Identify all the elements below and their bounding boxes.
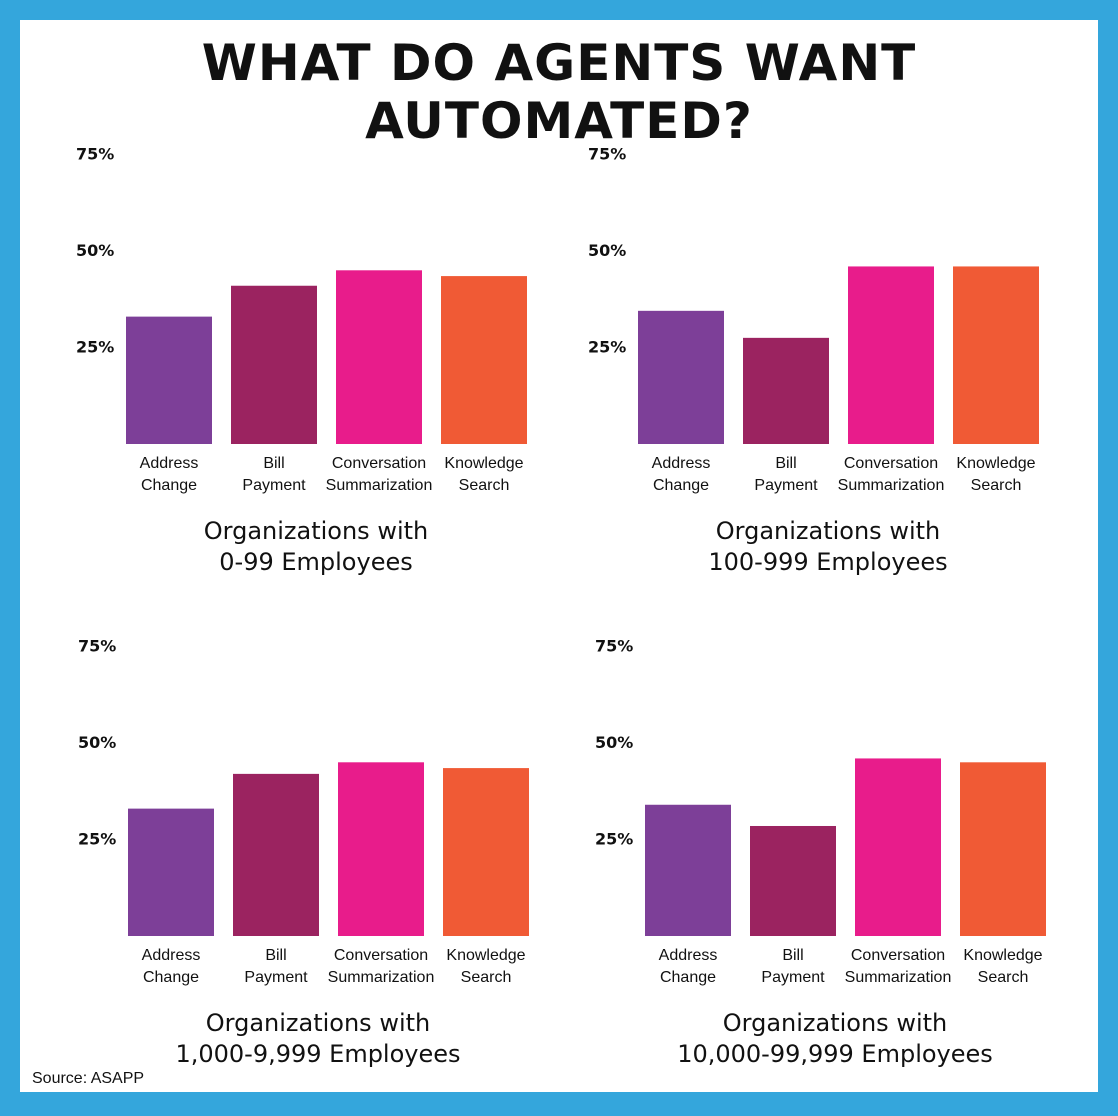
category-label: Address xyxy=(142,947,201,964)
category-label: Payment xyxy=(242,477,306,494)
category-label: Conversation xyxy=(332,455,426,472)
chart-panel-100-999: 75% 50% 25% Address Change Bill Payment Convers… xyxy=(568,122,1088,602)
category-label: Bill xyxy=(263,455,284,472)
category-label: Knowledge xyxy=(963,947,1042,964)
category-label: Change xyxy=(653,477,709,494)
chart-panel-0-99: 75% 50% 25% Address Change Bill Payment Convers… xyxy=(56,122,576,602)
chart-caption-line: 1,000-9,999 Employees xyxy=(175,1040,461,1068)
category-label: Search xyxy=(461,969,512,986)
bar-address-change xyxy=(128,808,214,936)
category-label: Knowledge xyxy=(444,455,523,472)
y-tick-label: 75% xyxy=(78,637,116,656)
category-label: Summarization xyxy=(838,477,945,494)
bar-conversation-summarization xyxy=(848,266,934,444)
chart-caption-line: 0-99 Employees xyxy=(219,548,413,576)
category-label: Address xyxy=(140,455,199,472)
chart-panel-1000-9999: 75% 50% 25% Address Change Bill Payment Convers… xyxy=(58,614,578,1094)
category-label: Summarization xyxy=(328,969,435,986)
category-label: Payment xyxy=(244,969,308,986)
y-tick-label: 25% xyxy=(588,338,626,357)
chart-caption-line: 100-999 Employees xyxy=(708,548,948,576)
category-label: Change xyxy=(141,477,197,494)
category-label: Change xyxy=(660,969,716,986)
y-tick-label: 50% xyxy=(76,241,114,260)
category-label: Bill xyxy=(775,455,796,472)
category-label: Summarization xyxy=(845,969,952,986)
category-label: Knowledge xyxy=(956,455,1035,472)
infographic-frame: WHAT DO AGENTS WANT AUTOMATED? 75% 50% 25%… xyxy=(20,20,1098,1092)
category-label: Knowledge xyxy=(446,947,525,964)
bar-chart: 75% 50% 25% Address Change Bill Payment Convers… xyxy=(588,145,1039,494)
bar-conversation-summarization xyxy=(855,758,941,936)
chart-caption: Organizations with 1,000-9,999 Employees xyxy=(58,1008,578,1070)
bar-address-change xyxy=(126,316,212,444)
bar-knowledge-search xyxy=(960,762,1046,936)
category-label: Payment xyxy=(754,477,818,494)
bar-address-change xyxy=(645,804,731,936)
chart-caption-line: Organizations with xyxy=(722,1009,948,1037)
page-title: WHAT DO AGENTS WANT AUTOMATED? xyxy=(201,34,917,150)
y-tick-label: 25% xyxy=(76,338,114,357)
category-label: Bill xyxy=(265,947,286,964)
bar-bill-payment xyxy=(233,773,319,936)
bar-address-change xyxy=(638,310,724,444)
chart-caption: Organizations with 100-999 Employees xyxy=(568,516,1088,578)
bar-conversation-summarization xyxy=(338,762,424,936)
chart-caption-line: Organizations with xyxy=(715,517,941,545)
chart-caption-line: Organizations with xyxy=(205,1009,431,1037)
chart-caption-line: Organizations with xyxy=(203,517,429,545)
y-tick-label: 50% xyxy=(588,241,626,260)
source-note: Source: ASAPP xyxy=(32,1070,145,1087)
chart-caption: Organizations with 0-99 Employees xyxy=(56,516,576,578)
category-label: Summarization xyxy=(326,477,433,494)
category-label: Address xyxy=(659,947,718,964)
category-label: Address xyxy=(652,455,711,472)
y-tick-label: 75% xyxy=(588,145,626,164)
y-tick-label: 50% xyxy=(595,733,633,752)
bar-chart: 75% 50% 25% Address Change Bill Payment Convers… xyxy=(78,637,529,986)
chart-caption-line: 10,000-99,999 Employees xyxy=(677,1040,993,1068)
category-label: Bill xyxy=(782,947,803,964)
category-label: Search xyxy=(459,477,510,494)
bar-bill-payment xyxy=(743,337,829,444)
category-label: Payment xyxy=(761,969,825,986)
category-label: Change xyxy=(143,969,199,986)
bar-knowledge-search xyxy=(441,276,527,444)
bar-knowledge-search xyxy=(443,768,529,936)
category-label: Conversation xyxy=(851,947,945,964)
chart-caption: Organizations with 10,000-99,999 Employee… xyxy=(575,1008,1095,1070)
y-tick-label: 75% xyxy=(76,145,114,164)
chart-panel-10000-99999: 75% 50% 25% Address Change Bill Payment Convers… xyxy=(575,614,1095,1094)
bar-chart: 75% 50% 25% Address Change Bill Payment Convers… xyxy=(595,637,1046,986)
bar-bill-payment xyxy=(231,285,317,444)
bar-bill-payment xyxy=(750,825,836,936)
category-label: Search xyxy=(971,477,1022,494)
bar-chart: 75% 50% 25% Address Change Bill Payment Convers… xyxy=(76,145,527,494)
bar-knowledge-search xyxy=(953,266,1039,444)
category-label: Search xyxy=(978,969,1029,986)
y-tick-label: 25% xyxy=(595,830,633,849)
y-tick-label: 50% xyxy=(78,733,116,752)
bar-conversation-summarization xyxy=(336,270,422,444)
y-tick-label: 25% xyxy=(78,830,116,849)
y-tick-label: 75% xyxy=(595,637,633,656)
category-label: Conversation xyxy=(844,455,938,472)
category-label: Conversation xyxy=(334,947,428,964)
